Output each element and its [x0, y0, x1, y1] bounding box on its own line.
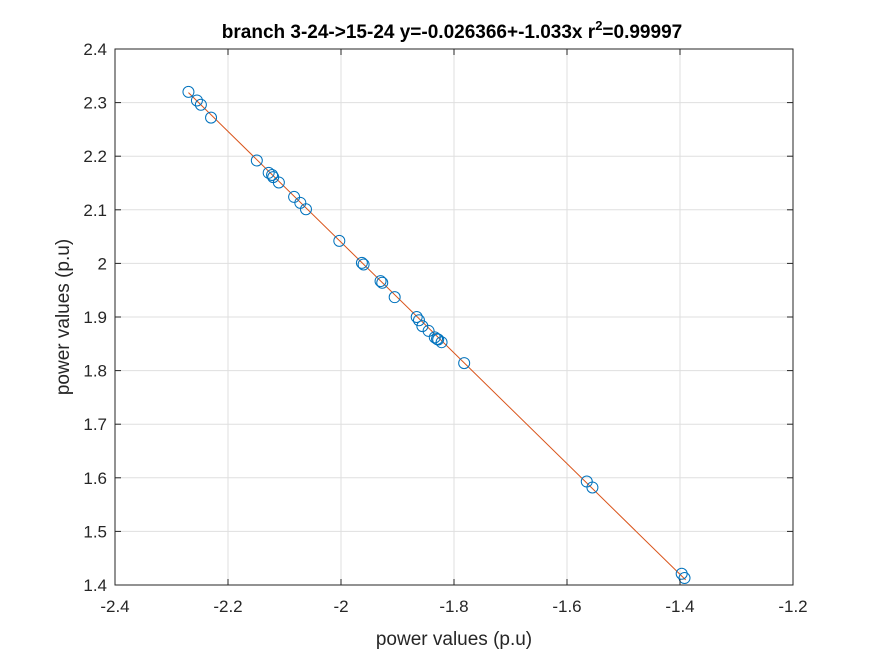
y-tick-label: 1.8	[83, 362, 107, 381]
y-tick-label: 2.1	[83, 201, 107, 220]
y-tick-label: 2.2	[83, 147, 107, 166]
x-tick-label: -1.4	[665, 597, 694, 616]
data-point	[435, 336, 448, 349]
data-point	[357, 258, 370, 271]
y-axis-title: power values (p.u)	[53, 239, 74, 395]
data-point	[194, 98, 207, 111]
data-point	[266, 168, 279, 181]
x-tick-label: -2.4	[100, 597, 129, 616]
y-tick-label: 2.3	[83, 94, 107, 113]
x-tick-label: -1.6	[552, 597, 581, 616]
x-axis-title: power values (p.u)	[376, 629, 532, 650]
y-tick-label: 1.6	[83, 469, 107, 488]
data-point	[190, 94, 203, 107]
data-point	[428, 331, 441, 344]
fit-line	[188, 92, 686, 581]
axes-box	[114, 48, 794, 586]
y-tick-label: 2.4	[83, 40, 107, 59]
data-point	[458, 357, 471, 370]
data-point	[586, 481, 599, 494]
data-point	[299, 203, 312, 216]
y-tick-label: 1.4	[83, 576, 107, 595]
data-point	[678, 572, 691, 585]
data-point	[412, 314, 425, 327]
data-point	[416, 320, 429, 333]
data-point	[250, 154, 263, 167]
data-point	[355, 256, 368, 269]
data-point	[272, 176, 285, 189]
chart-title: branch 3-24->15-24 y=-0.026366+-1.033x r…	[222, 18, 682, 43]
x-tick-label: -1.8	[439, 597, 468, 616]
chart-title-superscript: 2	[595, 18, 602, 33]
data-point	[432, 333, 445, 346]
data-point	[422, 324, 435, 337]
fit-line-group	[188, 92, 686, 581]
data-point	[376, 276, 389, 289]
chart-title-suffix: =0.99997	[602, 22, 682, 43]
data-point	[182, 85, 195, 98]
x-tick-label: -1.2	[778, 597, 807, 616]
data-point	[205, 111, 218, 124]
data-point	[374, 275, 387, 288]
data-point	[262, 166, 275, 179]
x-tick-label: -2	[333, 597, 348, 616]
data-point	[333, 234, 346, 247]
data-points	[182, 85, 691, 585]
chart-title-main: branch 3-24->15-24 y=-0.026366+-1.033x r	[222, 22, 596, 43]
y-tick-labels: 1.4 1.5 1.6 1.7 1.8 1.9 2 2.1 2.2 2.3 2.4	[83, 40, 107, 595]
x-tick-labels: -2.4 -2.2 -2 -1.8 -1.6 -1.4 -1.2	[100, 597, 807, 616]
y-tick-label: 2	[98, 254, 107, 273]
data-point	[388, 291, 401, 304]
data-point	[410, 311, 423, 323]
y-tick-label: 1.7	[83, 415, 107, 434]
y-tick-label: 1.5	[83, 522, 107, 541]
y-tick-label: 1.9	[83, 308, 107, 327]
x-tick-label: -2.2	[213, 597, 242, 616]
